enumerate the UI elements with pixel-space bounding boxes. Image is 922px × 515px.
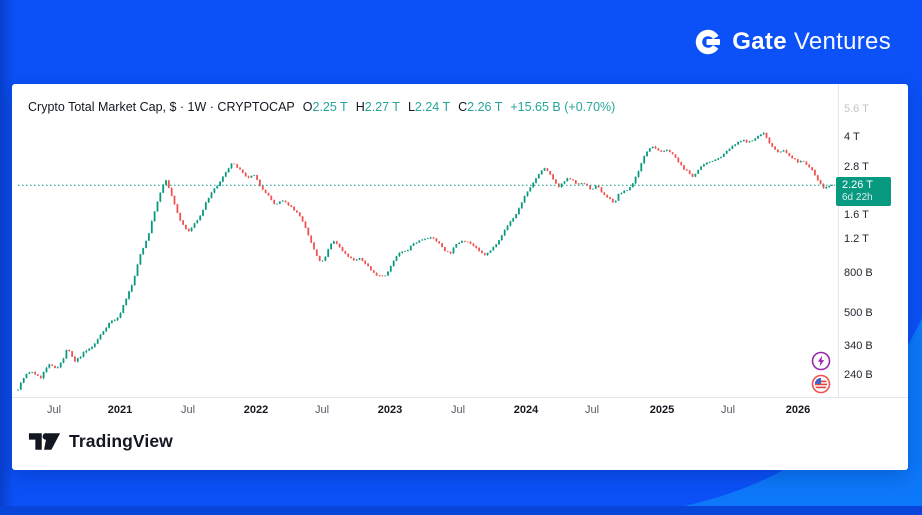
us-flag-event-icon[interactable] — [811, 374, 831, 394]
ohlc-pair: C2.26 T — [458, 100, 503, 114]
candles-layer — [34, 132, 825, 379]
chart-legend: Crypto Total Market Cap, $ · 1W · CRYPTO… — [28, 100, 615, 115]
tradingview-label: TradingView — [69, 431, 173, 451]
time-axis-separator — [12, 397, 908, 398]
ohlc-pair: L2.24 T — [407, 100, 451, 114]
candles-layer — [17, 132, 833, 391]
tradingview-logo[interactable]: TradingView — [28, 429, 173, 454]
tradingview-icon — [28, 433, 61, 450]
brand-name: Gate Ventures — [732, 27, 891, 57]
x-axis-tick: Jul — [180, 404, 196, 416]
y-axis-tick: 340 B — [844, 339, 873, 352]
bar-countdown: 6d 22h — [842, 192, 873, 204]
x-axis-tick: 2026 — [785, 404, 811, 416]
y-axis-tick: 2.8 T — [844, 161, 869, 174]
y-axis-tick: 4 T — [844, 131, 860, 143]
y-axis-tick: 1.2 T — [844, 232, 869, 245]
y-axis-tick: 800 B — [844, 267, 873, 280]
x-axis-tick: 2023 — [377, 404, 403, 416]
x-axis-tick: 2022 — [243, 404, 269, 416]
y-axis-tick: 500 B — [844, 306, 873, 319]
chart-card: Crypto Total Market Cap, $ · 1W · CRYPTO… — [12, 84, 908, 470]
x-axis-tick: 2021 — [107, 404, 133, 416]
ohlc-pair: O2.25 T — [302, 100, 348, 114]
x-axis-tick: Jul — [450, 404, 466, 416]
y-axis-tick: 1.6 T — [844, 208, 869, 221]
x-axis-tick: Jul — [314, 404, 330, 416]
candles-layer — [34, 132, 824, 379]
x-axis-tick: Jul — [46, 404, 62, 416]
candlestick-chart[interactable] — [12, 84, 908, 470]
x-axis-tick: Jul — [720, 404, 736, 416]
y-axis-tick: 240 B — [844, 369, 873, 381]
x-axis-tick: Jul — [584, 404, 600, 416]
brand-name-light: Ventures — [793, 28, 891, 55]
symbol-title: Crypto Total Market Cap, $ · 1W · CRYPTO… — [28, 100, 295, 114]
y-axis-tick: 5.6 T — [844, 102, 869, 115]
current-price-badge: 2.26 T 6d 22h — [836, 177, 891, 207]
brand-name-bold: Gate — [732, 28, 787, 55]
change-value: +15.65 B (+0.70%) — [510, 100, 616, 114]
gate-ventures-logo: Gate Ventures — [694, 27, 891, 57]
current-price-label: 2.26 T — [842, 179, 873, 192]
x-axis-tick: 2025 — [649, 404, 675, 416]
time-axis[interactable]: Jul 2021 Jul 2022 Jul 2023 Jul 2024 Jul 2025 Jul 20… — [12, 397, 838, 427]
x-axis-tick: 2024 — [513, 404, 539, 416]
ohlc-pair: H2.27 T — [355, 100, 400, 114]
lightning-event-icon[interactable] — [811, 351, 831, 371]
gate-logo-icon — [696, 29, 721, 55]
price-axis-separator — [838, 84, 839, 397]
ohlc-values: O2.25 T H2.27 T L2.24 T C2.26 T — [295, 100, 503, 114]
